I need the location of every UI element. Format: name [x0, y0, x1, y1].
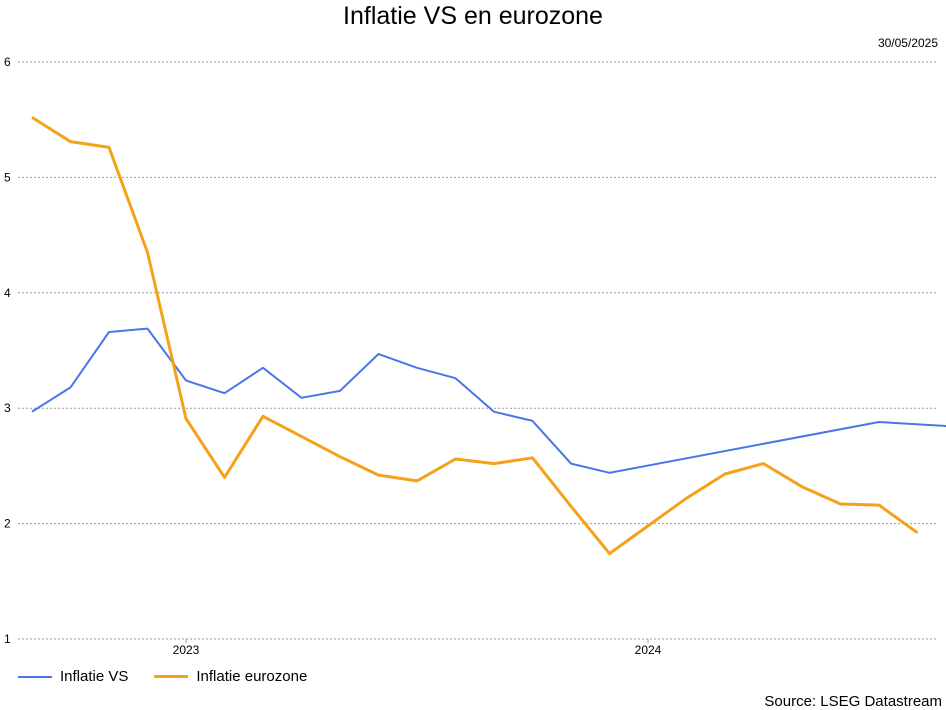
legend-item-eurozone: Inflatie eurozone: [154, 668, 307, 685]
x-tick-2024: 2024: [635, 643, 662, 657]
y-axis-ticks: 1 2 3 4 5 6: [4, 55, 11, 646]
legend-swatch-us: [18, 675, 52, 678]
source-note: Source: LSEG Datastream: [764, 693, 942, 710]
gridlines: [18, 61, 938, 640]
y-tick-3: 3: [4, 401, 11, 415]
legend-label-eurozone: Inflatie eurozone: [196, 668, 308, 685]
legend-swatch-eurozone: [154, 675, 189, 678]
y-tick-1: 1: [4, 632, 11, 646]
y-tick-4: 4: [4, 286, 11, 300]
series-lines: [31, 116, 946, 556]
series-line-us: [31, 327, 946, 474]
chart-title: Inflatie VS en eurozone: [343, 2, 603, 30]
date-label: 30/05/2025: [877, 36, 938, 50]
y-tick-6: 6: [4, 55, 11, 69]
y-tick-5: 5: [4, 170, 11, 184]
legend-label-us: Inflatie VS: [60, 668, 129, 685]
legend: Inflatie VS Inflatie eurozone: [18, 668, 333, 685]
series-line-eurozone: [31, 116, 919, 556]
legend-item-us: Inflatie VS: [18, 668, 128, 685]
x-axis-ticks: 202320242025: [173, 639, 662, 657]
y-tick-2: 2: [4, 517, 11, 531]
x-tick-2023: 2023: [173, 643, 200, 657]
